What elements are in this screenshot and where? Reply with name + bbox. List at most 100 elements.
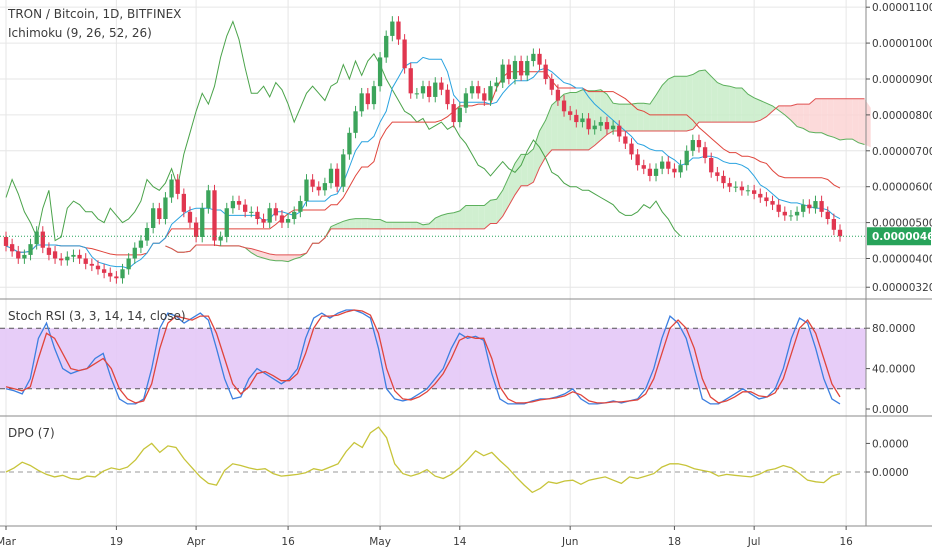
cloud-segment [545,105,552,158]
cloud-segment [864,98,871,148]
candle-body [635,154,640,166]
cloud-segment [361,218,368,229]
candle-body [390,21,395,36]
cloud-segment [748,94,755,123]
ichimoku-cloud [165,70,871,262]
candle-body [120,269,125,279]
cloud-segment [472,205,479,229]
candle-body [16,251,21,259]
chikou-span [5,20,681,242]
candle-body [236,201,242,205]
cloud-segment [705,70,712,123]
candle-body [322,183,328,191]
cloud-segment [631,103,638,132]
candle-body [316,186,321,191]
stoch-band [0,328,866,389]
candle-body [157,208,162,220]
candle-body [200,208,205,237]
candle-body [463,93,469,108]
candle-body [365,93,370,105]
stoch-rsi-panel [0,309,866,405]
cloud-segment [656,85,663,132]
stoch-line-d [5,309,841,404]
candle-body [3,236,9,246]
y-tick-label: 0.00001000 [872,38,932,50]
cloud-segment [754,97,761,123]
candle-body [304,179,309,202]
y-tick-label: 0.00000900 [872,74,932,86]
candle-body [175,179,180,194]
candle-body [59,258,64,261]
y-tick-label: 0.00000600 [872,182,932,194]
candle-body [721,175,726,184]
candle-body [328,168,334,184]
candle-body [279,215,285,223]
cloud-segment [398,222,405,229]
cloud-segment [717,82,724,123]
cloud-segment [331,223,338,229]
candle-body [285,219,291,223]
cloud-segment [423,223,430,229]
x-tick-label: Jul [747,536,761,548]
candle-body [108,272,113,277]
candle-body [476,86,481,94]
cloud-segment [698,70,706,123]
candle-body [255,211,260,220]
candle-body [83,258,88,264]
cloud-segment [343,219,350,229]
candle-body [604,122,610,130]
candle-body [126,258,131,270]
cloud-segment [490,199,497,224]
candle-body [95,265,101,270]
candle-body [402,39,407,69]
cloud-segment [588,90,595,150]
candle-body [46,247,52,255]
candle-body [623,136,628,144]
cloud-segment [349,218,356,229]
candle-body [341,154,346,187]
stoch-y-tick-label: 80.0000 [872,323,915,335]
cloud-segment [263,252,270,260]
candle-body [561,100,567,112]
candle-body [727,183,732,187]
candle-body [531,53,536,62]
cloud-segment [337,221,344,229]
candle-body [488,86,493,101]
candle-body [335,168,340,187]
cloud-segment [600,89,607,141]
candle-body [690,140,695,151]
candle-body [512,61,518,79]
candle-body [788,215,794,217]
candle-body [420,86,426,94]
cloud-segment [619,104,626,132]
candle-body [414,93,420,95]
candle-body [310,179,315,187]
dpo-line [5,426,841,494]
candle-body [114,276,119,279]
candle-body [752,190,757,194]
cloud-segment [373,219,381,229]
candle-body [377,57,383,87]
candle-body [758,193,763,198]
candle-body [218,236,223,241]
cloud-segment [668,76,675,132]
candle-body [89,263,94,266]
candle-body [52,251,58,259]
candle-body [28,244,33,255]
ichimoku-lines [5,20,865,269]
candle-body [696,140,702,148]
y-tick-label: 0.00001100 [872,2,932,14]
candle-body [653,168,659,176]
candle-body [384,35,389,58]
stoch-line-k [5,309,841,405]
cloud-segment [625,104,632,132]
candle-body [801,204,806,212]
cloud-segment [527,149,534,186]
cloud-segment [827,98,834,138]
cloud-segment [852,98,859,143]
candle-body [65,256,70,261]
cloud-segment [281,254,289,262]
candle-body [243,204,248,212]
candle-body [230,201,236,209]
